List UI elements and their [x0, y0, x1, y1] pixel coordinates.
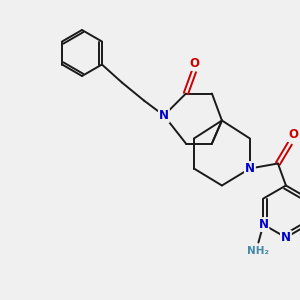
Text: O: O: [189, 57, 199, 70]
Text: O: O: [288, 128, 298, 141]
Text: N: N: [258, 218, 268, 231]
Text: N: N: [245, 162, 255, 175]
Text: NH₂: NH₂: [248, 245, 269, 256]
Text: N: N: [281, 231, 291, 244]
Text: N: N: [159, 109, 169, 122]
